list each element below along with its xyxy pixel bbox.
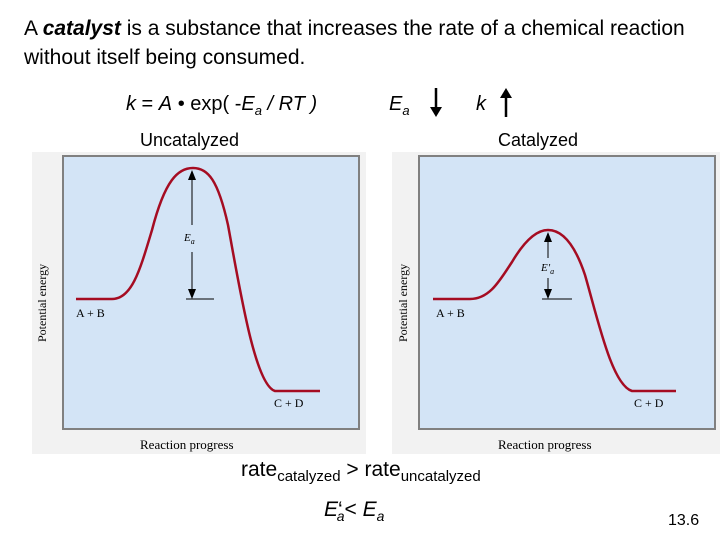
catalyzed-plot-area xyxy=(418,155,716,430)
up-arrow-icon xyxy=(500,88,512,117)
arrhenius-formula: k = A • exp( -Ea / RT ) xyxy=(126,93,318,118)
catalyzed-products-label: C + D xyxy=(634,396,664,410)
catalyzed-reactants-label: A + B xyxy=(436,306,465,320)
k-symbol: k xyxy=(476,93,486,115)
activation-energy-comparison: E‘a< Ea xyxy=(324,498,385,525)
ea-symbol: Ea xyxy=(389,93,410,118)
catalyzed-y-axis-label: Potential energy xyxy=(396,263,410,342)
down-arrow-icon xyxy=(430,88,442,117)
uncatalyzed-reactants-label: A + B xyxy=(76,306,105,320)
catalyzed-title: Catalyzed xyxy=(498,130,579,150)
uncatalyzed-plot-area xyxy=(62,155,360,430)
catalyst-term: catalyst xyxy=(42,17,121,40)
uncatalyzed-products-label: C + D xyxy=(274,396,304,410)
uncatalyzed-x-axis-label: Reaction progress xyxy=(140,437,234,452)
slide-number: 13.6 xyxy=(668,512,700,529)
uncatalyzed-barrier-label: Ea xyxy=(184,232,195,247)
uncatalyzed-title: Uncatalyzed xyxy=(140,130,240,150)
catalyzed-barrier-label: E′a xyxy=(541,262,555,277)
intro-text: A catalyst is a substance that increases… xyxy=(24,17,685,69)
rate-comparison: ratecatalyzed > rateuncatalyzed xyxy=(241,458,481,486)
catalyzed-x-axis-label: Reaction progress xyxy=(498,437,592,452)
